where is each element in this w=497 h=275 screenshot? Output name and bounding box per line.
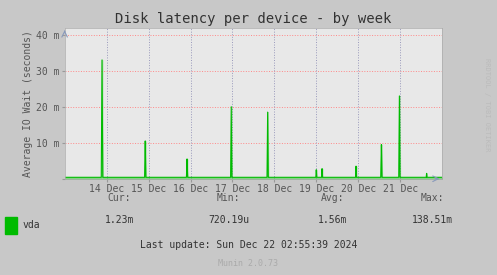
Text: vda: vda — [22, 221, 40, 230]
Y-axis label: Average IO Wait (seconds): Average IO Wait (seconds) — [23, 30, 33, 177]
Text: Munin 2.0.73: Munin 2.0.73 — [219, 260, 278, 268]
Text: 720.19u: 720.19u — [208, 215, 249, 225]
Title: Disk latency per device - by week: Disk latency per device - by week — [115, 12, 392, 26]
Text: RRDTOOL / TOBI OETIKER: RRDTOOL / TOBI OETIKER — [484, 58, 490, 151]
Text: 1.23m: 1.23m — [104, 215, 134, 225]
Text: Last update: Sun Dec 22 02:55:39 2024: Last update: Sun Dec 22 02:55:39 2024 — [140, 240, 357, 250]
Text: Avg:: Avg: — [321, 193, 345, 203]
Text: Max:: Max: — [420, 193, 444, 203]
Text: Min:: Min: — [217, 193, 241, 203]
Text: 138.51m: 138.51m — [412, 215, 453, 225]
Text: 1.56m: 1.56m — [318, 215, 348, 225]
Text: Cur:: Cur: — [107, 193, 131, 203]
